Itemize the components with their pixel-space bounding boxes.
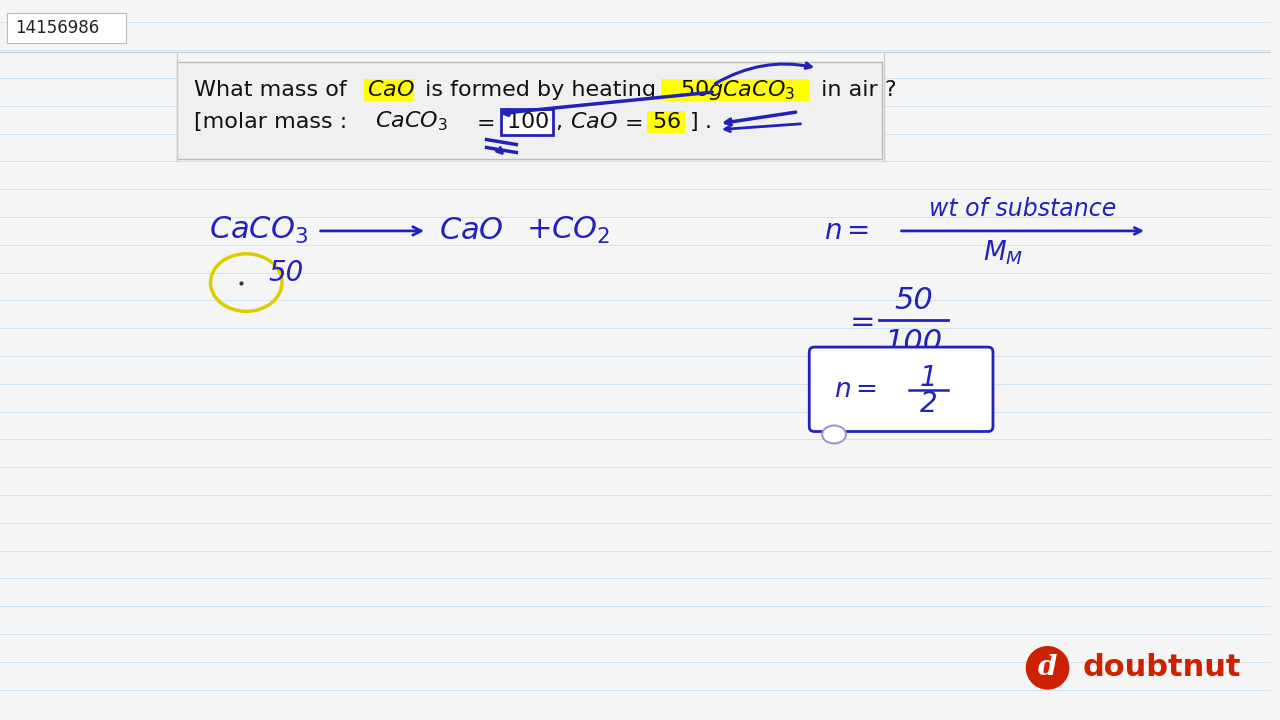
Text: 1: 1 — [919, 364, 937, 392]
FancyBboxPatch shape — [809, 347, 993, 431]
Bar — [648, 111, 685, 132]
Circle shape — [1025, 646, 1069, 690]
Text: $\mathit{CaO}$: $\mathit{CaO}$ — [570, 112, 618, 132]
Text: 14156986: 14156986 — [15, 19, 99, 37]
Text: $\mathit{n=}$: $\mathit{n=}$ — [824, 217, 869, 245]
Text: $\mathit{50gCaCO_3}$: $\mathit{50gCaCO_3}$ — [680, 78, 795, 102]
Text: $\mathit{+ CO_2}$: $\mathit{+ CO_2}$ — [526, 215, 611, 246]
Text: 100: 100 — [884, 328, 942, 356]
Text: $\mathit{,}$: $\mathit{,}$ — [556, 112, 562, 132]
Text: $\mathit{CaO}$: $\mathit{CaO}$ — [367, 80, 415, 100]
Text: [molar mass :: [molar mass : — [193, 112, 355, 132]
Text: $\mathit{]}$ .: $\mathit{]}$ . — [689, 110, 712, 133]
Text: in air ?: in air ? — [814, 80, 897, 100]
Bar — [365, 79, 413, 101]
Text: 2: 2 — [919, 390, 937, 418]
Text: doubtnut: doubtnut — [1083, 653, 1240, 683]
FancyBboxPatch shape — [177, 62, 882, 159]
Text: 50: 50 — [895, 286, 933, 315]
Text: 50: 50 — [268, 258, 303, 287]
Text: $\mathit{100}$: $\mathit{100}$ — [506, 112, 549, 132]
Text: $\mathit{56}$: $\mathit{56}$ — [652, 112, 681, 132]
Ellipse shape — [822, 426, 846, 444]
Text: $\mathit{M_M}$: $\mathit{M_M}$ — [983, 238, 1023, 267]
Text: $\mathit{CaO}$: $\mathit{CaO}$ — [439, 217, 503, 246]
Text: $\mathit{CaCO_3}$: $\mathit{CaCO_3}$ — [375, 110, 448, 133]
Text: wt of substance: wt of substance — [929, 197, 1116, 221]
FancyBboxPatch shape — [6, 14, 127, 43]
Bar — [502, 109, 553, 135]
Text: What mass of: What mass of — [193, 80, 353, 100]
Text: $\mathit{=}$: $\mathit{=}$ — [471, 112, 494, 132]
Text: $\mathit{n=}$: $\mathit{n=}$ — [835, 377, 877, 402]
Text: $\mathit{=}$: $\mathit{=}$ — [844, 306, 874, 335]
Text: is formed by heating: is formed by heating — [419, 80, 663, 100]
Bar — [662, 79, 810, 101]
Text: d: d — [1038, 654, 1057, 681]
Text: $\mathit{CaCO_3}$: $\mathit{CaCO_3}$ — [209, 215, 307, 246]
Text: $\mathit{=}$: $\mathit{=}$ — [620, 112, 643, 132]
